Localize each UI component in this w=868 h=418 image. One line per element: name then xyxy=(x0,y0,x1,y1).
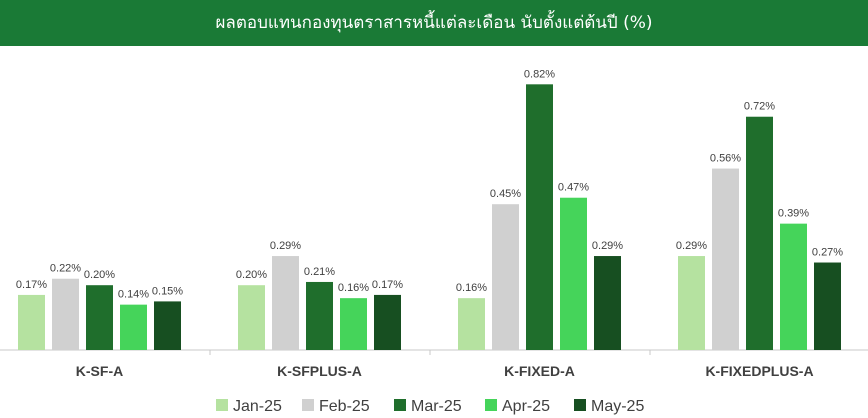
legend-label: Jan-25 xyxy=(233,398,282,415)
bar-feb-25 xyxy=(712,168,739,350)
data-label: 0.21% xyxy=(304,266,335,278)
legend-swatch-jan-25 xyxy=(216,399,228,411)
category-label: K-SF-A xyxy=(76,363,123,379)
data-label: 0.27% xyxy=(812,247,843,259)
category-label: K-FIXEDPLUS-A xyxy=(705,363,813,379)
data-label: 0.15% xyxy=(152,285,183,297)
data-label: 0.47% xyxy=(558,182,589,194)
bar-may-25 xyxy=(154,301,181,350)
bar-mar-25 xyxy=(306,281,333,350)
data-label: 0.45% xyxy=(490,188,521,200)
bar-apr-25 xyxy=(340,298,367,350)
bar-jan-25 xyxy=(18,294,45,350)
legend-label: Mar-25 xyxy=(411,398,462,415)
data-label: 0.16% xyxy=(456,282,487,294)
bar-jan-25 xyxy=(678,256,705,350)
bar-jan-25 xyxy=(238,285,265,350)
legend-swatch-may-25 xyxy=(574,399,586,411)
data-label: 0.14% xyxy=(118,289,149,301)
title-bar: ผลตอบแทนกองทุนตราสารหนี้แต่ละเดือน นับตั… xyxy=(0,0,868,46)
bar-mar-25 xyxy=(86,285,113,350)
category-label: K-SFPLUS-A xyxy=(277,363,362,379)
bar-may-25 xyxy=(814,262,841,350)
legend-label: Feb-25 xyxy=(319,398,370,415)
category-label: K-FIXED-A xyxy=(504,363,575,379)
data-label: 0.29% xyxy=(270,240,301,252)
bar-apr-25 xyxy=(120,304,147,350)
data-label: 0.82% xyxy=(524,68,555,80)
bar-feb-25 xyxy=(492,204,519,350)
bar-may-25 xyxy=(374,294,401,350)
data-label: 0.39% xyxy=(778,208,809,220)
legend-swatch-feb-25 xyxy=(302,399,314,411)
bar-apr-25 xyxy=(780,223,807,350)
data-label: 0.20% xyxy=(236,269,267,281)
bar-feb-25 xyxy=(272,256,299,350)
data-label: 0.72% xyxy=(744,101,775,113)
legend-label: May-25 xyxy=(591,398,644,415)
legend-label: Apr-25 xyxy=(502,398,550,415)
data-label: 0.20% xyxy=(84,269,115,281)
legend-swatch-mar-25 xyxy=(394,399,406,411)
data-label: 0.56% xyxy=(710,153,741,165)
data-label: 0.17% xyxy=(372,279,403,291)
bar-jan-25 xyxy=(458,298,485,350)
bar-feb-25 xyxy=(52,278,79,350)
data-label: 0.22% xyxy=(50,263,81,275)
chart-title: ผลตอบแทนกองทุนตราสารหนี้แต่ละเดือน นับตั… xyxy=(215,13,653,33)
data-label: 0.16% xyxy=(338,282,369,294)
data-label: 0.29% xyxy=(592,240,623,252)
data-label: 0.17% xyxy=(16,279,47,291)
bar-mar-25 xyxy=(526,84,553,350)
legend-swatch-apr-25 xyxy=(485,399,497,411)
bar-apr-25 xyxy=(560,197,587,350)
data-label: 0.29% xyxy=(676,240,707,252)
bar-may-25 xyxy=(594,256,621,350)
bar-mar-25 xyxy=(746,116,773,350)
